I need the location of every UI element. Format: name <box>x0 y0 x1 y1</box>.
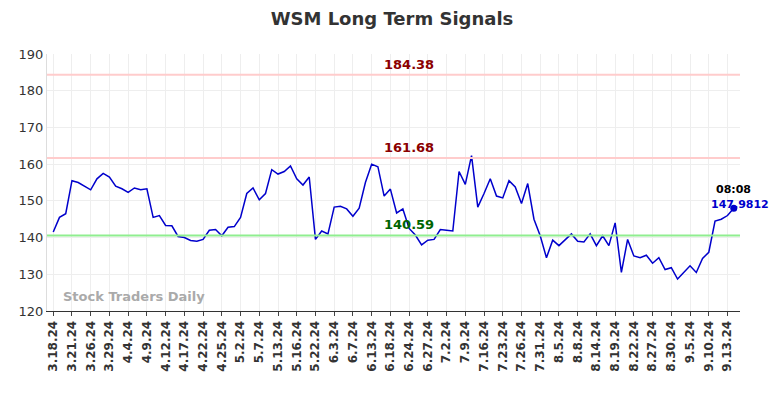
svg-text:7.16.24: 7.16.24 <box>477 321 491 372</box>
svg-text:4.22.24: 4.22.24 <box>196 321 210 372</box>
svg-text:5.2.24: 5.2.24 <box>233 321 247 364</box>
svg-text:4.4.24: 4.4.24 <box>121 321 135 364</box>
svg-text:6.27.24: 6.27.24 <box>421 321 435 372</box>
svg-text:7.9.24: 7.9.24 <box>458 321 472 364</box>
svg-text:150: 150 <box>19 193 44 208</box>
svg-text:5.22.24: 5.22.24 <box>308 321 322 372</box>
svg-text:6.7.24: 6.7.24 <box>346 321 360 364</box>
svg-text:140: 140 <box>19 230 44 245</box>
svg-text:4.9.24: 4.9.24 <box>140 321 154 364</box>
svg-text:9.10.24: 9.10.24 <box>702 321 716 372</box>
svg-text:Stock Traders Daily: Stock Traders Daily <box>63 289 205 304</box>
svg-text:5.13.24: 5.13.24 <box>271 321 285 372</box>
svg-text:4.12.24: 4.12.24 <box>159 321 173 372</box>
svg-text:7.26.24: 7.26.24 <box>514 321 528 372</box>
svg-text:8.8.24: 8.8.24 <box>571 321 585 364</box>
svg-text:130: 130 <box>19 267 44 282</box>
svg-text:190: 190 <box>19 47 44 62</box>
svg-text:5.7.24: 5.7.24 <box>252 321 266 364</box>
svg-text:120: 120 <box>19 304 44 319</box>
svg-text:3.26.24: 3.26.24 <box>84 321 98 372</box>
svg-text:8.5.24: 8.5.24 <box>552 321 566 364</box>
svg-text:8.19.24: 8.19.24 <box>608 321 622 372</box>
svg-text:4.17.24: 4.17.24 <box>177 321 191 372</box>
svg-text:WSM Long Term Signals: WSM Long Term Signals <box>271 8 514 29</box>
svg-text:6.24.24: 6.24.24 <box>402 321 416 372</box>
svg-text:3.21.24: 3.21.24 <box>65 321 79 372</box>
svg-text:4.25.24: 4.25.24 <box>215 321 229 372</box>
svg-text:7.31.24: 7.31.24 <box>533 321 547 372</box>
svg-text:9.13.24: 9.13.24 <box>720 321 734 372</box>
svg-text:6.18.24: 6.18.24 <box>383 321 397 372</box>
svg-text:8.27.24: 8.27.24 <box>645 321 659 372</box>
svg-text:180: 180 <box>19 83 44 98</box>
svg-text:161.68: 161.68 <box>384 140 434 155</box>
svg-text:7.23.24: 7.23.24 <box>496 321 510 372</box>
svg-text:5.16.24: 5.16.24 <box>290 321 304 372</box>
svg-text:147.9812: 147.9812 <box>711 198 769 211</box>
svg-text:6.3.24: 6.3.24 <box>327 321 341 364</box>
svg-text:8.22.24: 8.22.24 <box>627 321 641 372</box>
svg-text:8.30.24: 8.30.24 <box>664 321 678 372</box>
svg-text:9.5.24: 9.5.24 <box>683 321 697 364</box>
svg-text:184.38: 184.38 <box>384 57 434 72</box>
svg-text:3.18.24: 3.18.24 <box>46 321 60 372</box>
svg-text:3.29.24: 3.29.24 <box>102 321 116 372</box>
svg-text:6.13.24: 6.13.24 <box>365 321 379 372</box>
svg-text:08:08: 08:08 <box>716 183 751 196</box>
svg-text:140.59: 140.59 <box>384 217 434 232</box>
svg-text:7.2.24: 7.2.24 <box>439 321 453 364</box>
svg-text:170: 170 <box>19 120 44 135</box>
svg-text:160: 160 <box>19 157 44 172</box>
svg-text:8.14.24: 8.14.24 <box>589 321 603 372</box>
